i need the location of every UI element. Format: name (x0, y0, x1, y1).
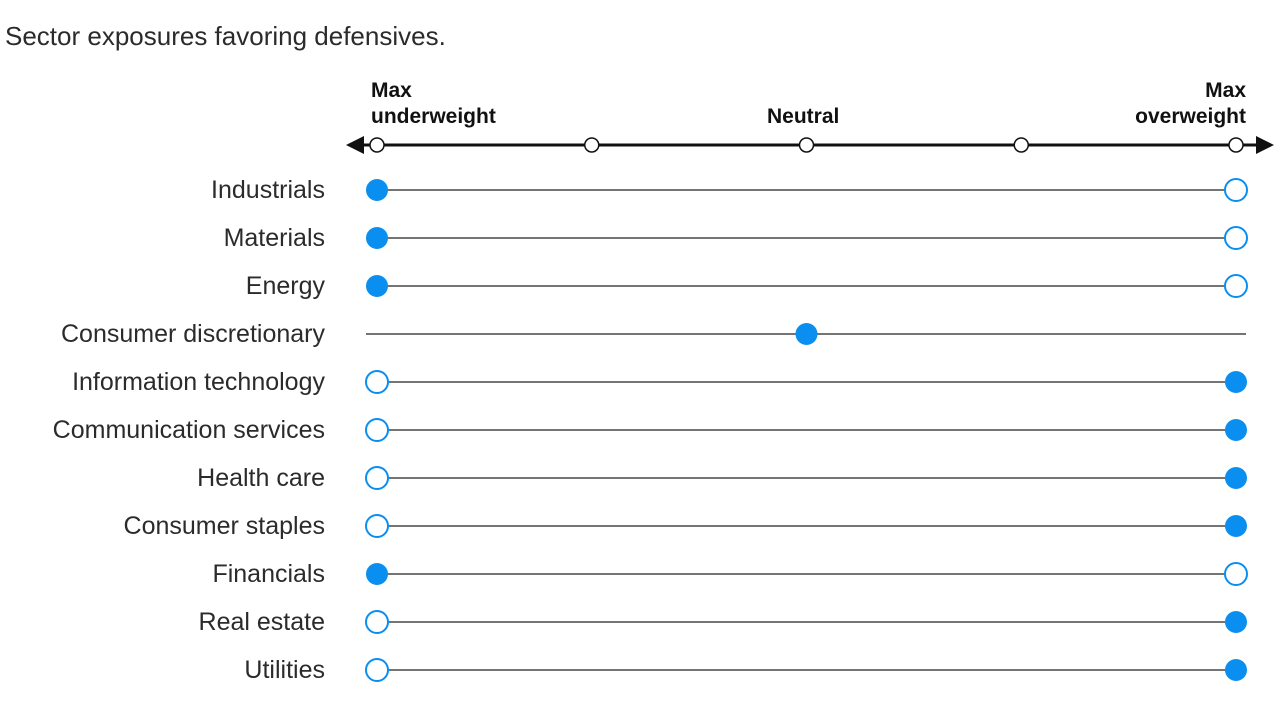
max-underweight-label-line1: Max (371, 79, 412, 102)
neutral-label: Neutral (767, 105, 840, 128)
previous-position-marker (1224, 562, 1248, 586)
current-position-marker (1225, 611, 1247, 633)
sector-label: Health care (197, 464, 325, 492)
sector-label: Information technology (72, 368, 325, 396)
scale-tick-0 (369, 137, 385, 153)
max-overweight-label-line2: overweight (1135, 105, 1246, 128)
max-overweight-label-line1: Max (1205, 79, 1246, 102)
previous-position-marker (365, 466, 389, 490)
left-arrowhead (346, 136, 364, 154)
sector-label: Real estate (198, 608, 325, 636)
scale-tick-1 (584, 137, 600, 153)
max-underweight-label-line2: underweight (371, 105, 496, 128)
sector-label: Utilities (244, 656, 325, 684)
current-position-marker (795, 323, 818, 345)
scale-tick-4 (1228, 137, 1244, 153)
sector-label: Financials (212, 560, 325, 588)
previous-position-marker (365, 370, 389, 394)
sector-label: Industrials (211, 176, 325, 204)
previous-position-marker (365, 418, 389, 442)
scale-tick-3 (1013, 137, 1029, 153)
current-position-marker (1225, 659, 1247, 681)
current-position-marker (366, 275, 388, 297)
sector-label: Communication services (52, 416, 325, 444)
current-position-marker (1225, 371, 1247, 393)
previous-position-marker (1224, 226, 1248, 250)
previous-position-marker (365, 658, 389, 682)
previous-position-marker (365, 514, 389, 538)
current-position-marker (1225, 467, 1247, 489)
chart-subtitle: Sector exposures favoring defensives. (5, 21, 446, 51)
max-underweight-label: Max underweight (371, 78, 496, 130)
sector-label: Consumer discretionary (61, 320, 325, 348)
sector-label: Materials (223, 224, 325, 252)
previous-position-marker (1224, 274, 1248, 298)
sector-label: Consumer staples (123, 512, 325, 540)
current-position-marker (1225, 419, 1247, 441)
right-arrowhead (1256, 136, 1274, 154)
current-position-marker (366, 227, 388, 249)
max-overweight-label: Max overweight (1050, 78, 1246, 130)
current-position-marker (1225, 515, 1247, 537)
previous-position-marker (1224, 178, 1248, 202)
scale-tick-2 (798, 137, 815, 153)
previous-position-marker (365, 610, 389, 634)
sector-label: Energy (245, 272, 325, 300)
current-position-marker (366, 563, 388, 585)
current-position-marker (366, 179, 388, 201)
